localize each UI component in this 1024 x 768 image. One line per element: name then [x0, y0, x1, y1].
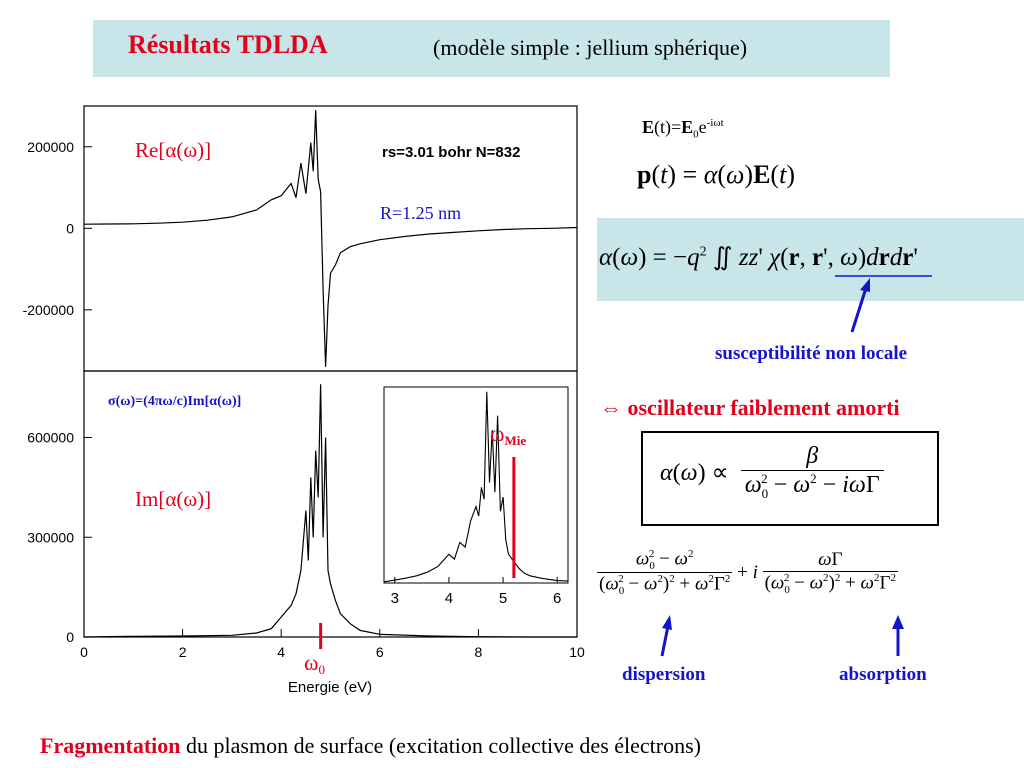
- y-tick-label: 200000: [27, 139, 74, 155]
- slide-title: Résultats TDLDA: [128, 30, 328, 59]
- charts-area: 200000 0 -200000 0 300000 600000 0 2 4 6 8 10 3 4 5 6…: [23, 105, 585, 696]
- x-tick-label: 0: [80, 644, 88, 660]
- field-equation: E(t)=E0e-iωt: [642, 117, 724, 141]
- re-alpha-label: Re[α(ω)]: [135, 138, 211, 162]
- inset-x-tick-label: 5: [499, 590, 507, 607]
- oscillator-label: ⇔ oscillateur faiblement amorti: [600, 395, 900, 420]
- inset-panel-frame: [383, 386, 569, 584]
- x-tick-label: 2: [179, 644, 187, 660]
- y-tick-label: 300000: [27, 529, 74, 545]
- susceptibility-label: susceptibilité non locale: [715, 343, 908, 364]
- x-tick-label: 6: [376, 644, 384, 660]
- bottom-axis-ticks: 0 300000 600000 0 2 4 6 8 10: [27, 430, 585, 661]
- bottom-caption-highlight: Fragmentation: [40, 733, 181, 758]
- re-alpha-series-line: [83, 110, 578, 367]
- bottom-caption-text: du plasmon de surface (excitation collec…: [180, 733, 701, 758]
- top-axis-ticks: 200000 0 -200000: [23, 139, 92, 318]
- lorentz-box: [641, 431, 939, 526]
- im-alpha-series-line: [83, 384, 577, 638]
- x-axis-title: Energie (eV): [288, 679, 372, 696]
- title-banner: [93, 20, 890, 77]
- polarizability-box: [597, 218, 1024, 301]
- x-tick-label: 8: [475, 644, 483, 660]
- bottom-caption: Fragmentation du plasmon de surface (exc…: [40, 733, 701, 759]
- inset-x-tick-label: 3: [391, 590, 399, 607]
- omega0-label: ω0: [304, 650, 325, 677]
- dispersion-arrow: [660, 625, 670, 657]
- inset-x-tick-label: 6: [553, 590, 561, 607]
- im-alpha-label: Im[α(ω)]: [135, 487, 211, 511]
- inset-axis-ticks: 3 4 5 6: [391, 577, 561, 607]
- sigma-formula-annotation: σ(ω)=(4πω/c)Im[α(ω)]: [108, 394, 241, 409]
- y-tick-label: 0: [66, 629, 74, 645]
- dipole-equation: p(t) = α(ω)E(t): [637, 160, 795, 189]
- radius-annotation: R=1.25 nm: [380, 203, 461, 223]
- params-annotation: rs=3.01 bohr N=832: [382, 144, 520, 161]
- susceptibility-pointer: [835, 275, 932, 333]
- bottom-panel-frame: [83, 370, 578, 638]
- y-tick-label: 0: [66, 220, 74, 236]
- absorption-label: absorption: [839, 664, 927, 685]
- expansion-equation: ω02 − ω2 (ω02 − ω2)2 + ω2Γ2 + i ωΓ (ω02 …: [597, 548, 898, 598]
- x-tick-label: 4: [277, 644, 285, 660]
- y-tick-label: -200000: [23, 302, 75, 318]
- inset-series-line: [383, 391, 569, 583]
- inset-x-tick-label: 4: [445, 590, 453, 607]
- polarizability-equation: α(ω) = −q2 ∬ zz' χ(r, r', ω)drdr': [599, 244, 918, 271]
- x-tick-label: 10: [569, 644, 585, 660]
- dispersion-absorption-arrows: [660, 615, 904, 657]
- slide-subtitle: (modèle simple : jellium sphérique): [433, 35, 748, 60]
- lorentz-equation: α(ω) ∝ β ω02 − ω2 − iωΓ: [660, 443, 884, 502]
- y-tick-label: 600000: [27, 430, 74, 446]
- dispersion-label: dispersion: [622, 664, 706, 685]
